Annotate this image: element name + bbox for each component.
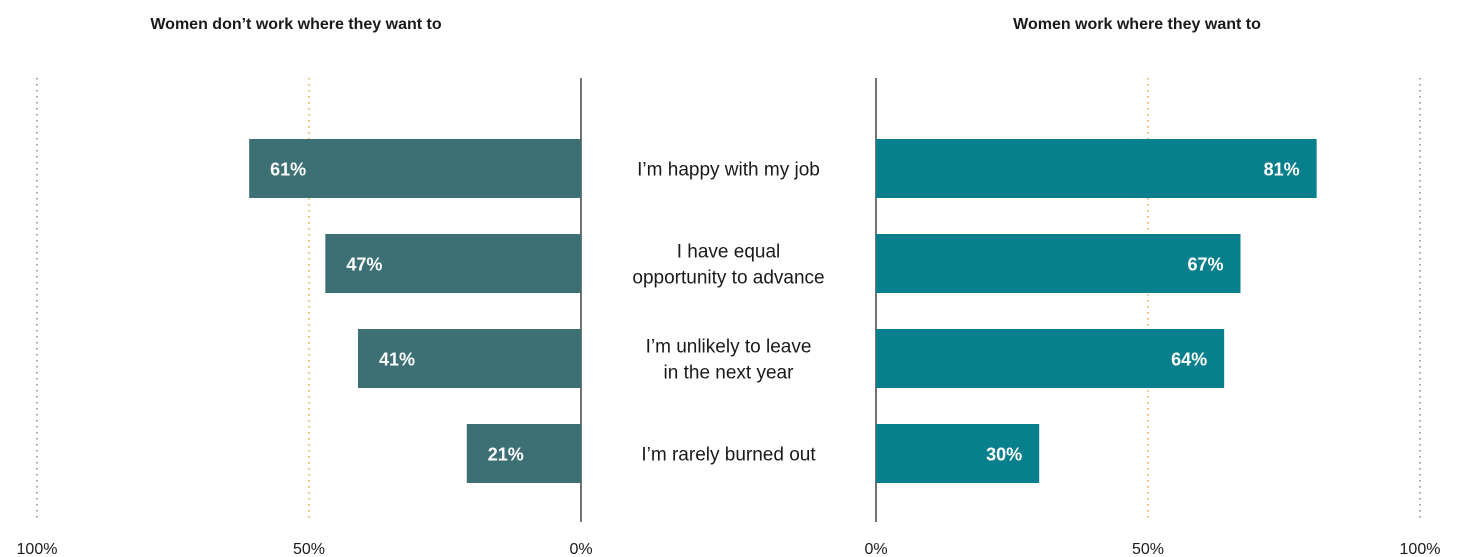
left-tick-label-100: 100% xyxy=(17,541,58,557)
left-panel-title: Women don’t work where they want to xyxy=(150,16,442,33)
category-label-3: I’m unlikely to leave in the next year xyxy=(646,337,812,384)
left-bar-1 xyxy=(249,139,581,198)
right-bar-3 xyxy=(876,329,1225,388)
left-bar-2 xyxy=(325,234,581,293)
left-tick-label-0: 0% xyxy=(569,541,592,557)
right-bar-label-3: 64% xyxy=(1171,350,1207,370)
left-bar-label-4: 21% xyxy=(488,445,524,465)
left-bar-4 xyxy=(466,424,581,483)
category-label-2-line-2: opportunity to advance xyxy=(632,268,824,289)
right-tick-label-100: 100% xyxy=(1400,541,1441,557)
category-label-3-line-2: in the next year xyxy=(664,363,795,384)
right-bar-2 xyxy=(876,234,1241,293)
left-bar-3 xyxy=(357,329,581,388)
right-tick-label-0: 0% xyxy=(864,541,887,557)
category-label-3-line-1: I’m unlikely to leave xyxy=(646,337,812,358)
right-bar-4 xyxy=(876,424,1040,483)
right-tick-label-50: 50% xyxy=(1132,541,1164,557)
category-label-1: I’m happy with my job xyxy=(637,160,820,181)
right-panel-title: Women work where they want to xyxy=(1013,16,1261,33)
bars: 61% 81% 47% 67% 41% 64% 21% 30% xyxy=(249,139,1317,483)
category-label-4: I’m rarely burned out xyxy=(641,445,816,466)
right-bar-label-2: 67% xyxy=(1187,255,1223,275)
right-bar-label-4: 30% xyxy=(986,445,1022,465)
category-labels: I’m happy with my job I have equal opportu… xyxy=(632,160,824,466)
right-bar-label-1: 81% xyxy=(1264,160,1300,180)
left-bar-label-1: 61% xyxy=(270,160,306,180)
left-bar-label-3: 41% xyxy=(379,350,415,370)
axis-ticks: 0% 0% 50% 50% 100% 100% xyxy=(17,541,1441,557)
right-bar-1 xyxy=(876,139,1317,198)
category-label-2: I have equal opportunity to advance xyxy=(632,242,824,289)
left-tick-label-50: 50% xyxy=(293,541,325,557)
category-label-2-line-1: I have equal xyxy=(677,242,781,263)
left-bar-label-2: 47% xyxy=(346,255,382,275)
